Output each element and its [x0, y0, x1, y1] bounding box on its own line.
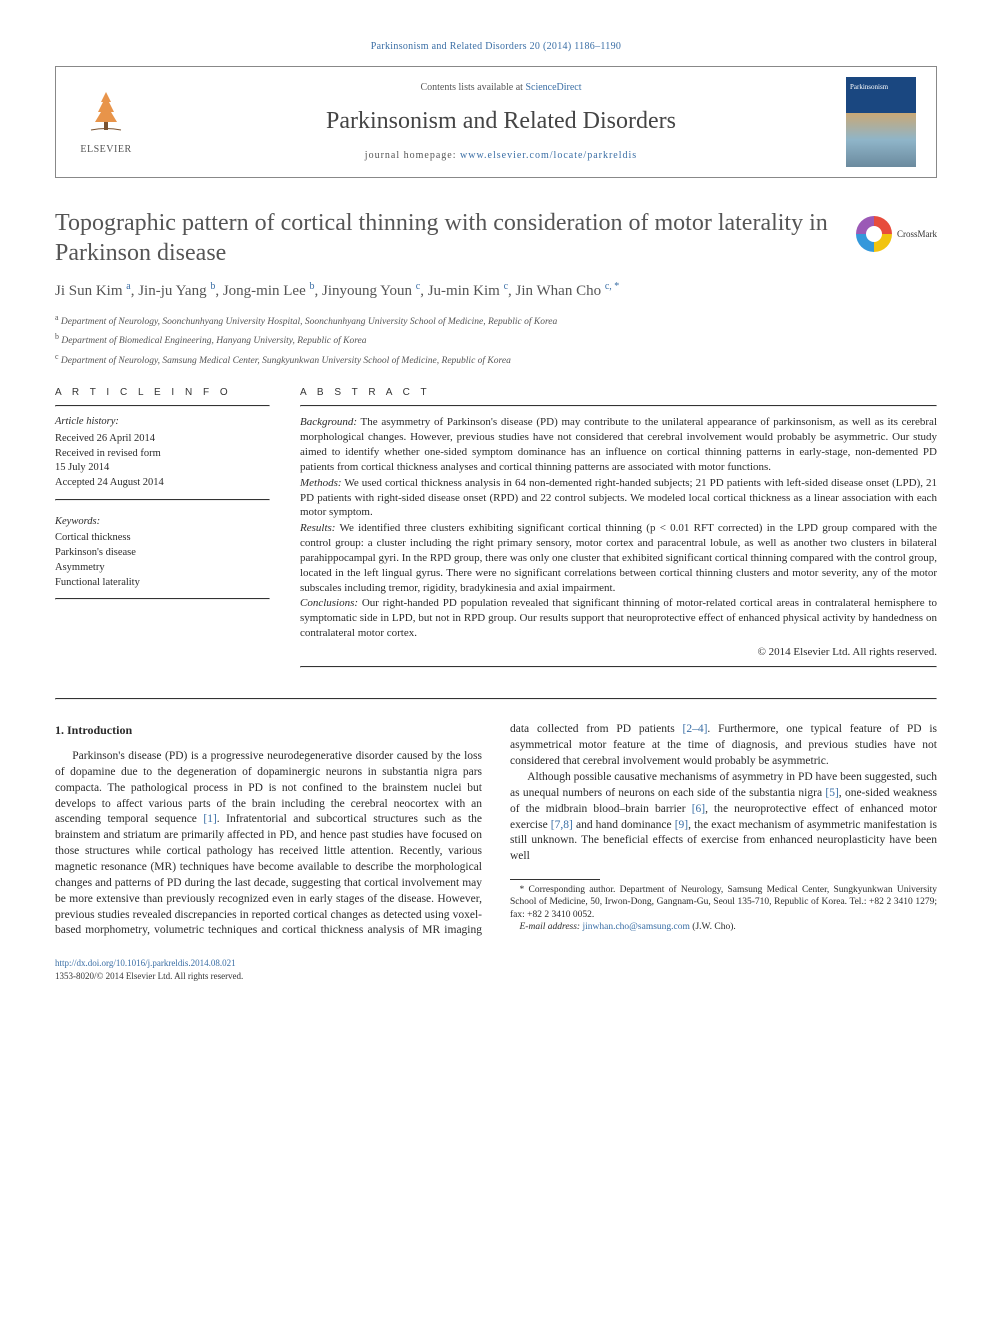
section-heading-intro: 1. Introduction	[55, 722, 482, 739]
keyword-item: Asymmetry	[55, 561, 270, 576]
keyword-item: Cortical thickness	[55, 531, 270, 546]
affiliation-item: a Department of Neurology, Soonchunhyang…	[55, 312, 937, 329]
keywords-label: Keywords:	[55, 515, 270, 530]
crossmark-badge[interactable]: CrossMark	[856, 216, 937, 252]
ref-link-2-4[interactable]: [2–4]	[682, 723, 707, 735]
abstract-label: A B S T R A C T	[300, 386, 937, 400]
publisher-logo: ELSEVIER	[56, 87, 156, 158]
history-item: Received in revised form	[55, 447, 270, 462]
keyword-item: Functional laterality	[55, 576, 270, 591]
intro-paragraph-2: Although possible causative mechanisms o…	[510, 770, 937, 865]
abstract: A B S T R A C T Background: The asymmetr…	[300, 386, 937, 676]
contents-line: Contents lists available at ScienceDirec…	[156, 81, 846, 95]
abstract-paragraph: Results: We identified three clusters ex…	[300, 521, 937, 595]
abstract-paragraph: Conclusions: Our right-handed PD populat…	[300, 596, 937, 641]
ref-link-9[interactable]: [9]	[675, 819, 688, 831]
footer-block: http://dx.doi.org/10.1016/j.parkreldis.2…	[55, 957, 937, 982]
top-citation: Parkinsonism and Related Disorders 20 (2…	[55, 40, 937, 54]
abstract-paragraph: Background: The asymmetry of Parkinson's…	[300, 415, 937, 474]
copyright-line: © 2014 Elsevier Ltd. All rights reserved…	[300, 645, 937, 660]
article-info-label: A R T I C L E I N F O	[55, 386, 270, 400]
article-info-sidebar: A R T I C L E I N F O Article history: R…	[55, 386, 270, 676]
homepage-line: journal homepage: www.elsevier.com/locat…	[156, 149, 846, 163]
affiliation-item: b Department of Biomedical Engineering, …	[55, 331, 937, 348]
ref-link-1[interactable]: [1]	[203, 813, 216, 825]
email-footnote: E-mail address: jinwhan.cho@samsung.com …	[510, 921, 937, 933]
journal-cover-thumb	[846, 77, 926, 167]
ref-link-5[interactable]: [5]	[825, 787, 838, 799]
crossmark-icon	[856, 216, 892, 252]
ref-link-7-8[interactable]: [7,8]	[551, 819, 573, 831]
homepage-link[interactable]: www.elsevier.com/locate/parkreldis	[460, 150, 637, 161]
history-item: 15 July 2014	[55, 461, 270, 476]
issn-copyright: 1353-8020/© 2014 Elsevier Ltd. All right…	[55, 971, 243, 981]
sciencedirect-link[interactable]: ScienceDirect	[525, 82, 581, 93]
keyword-item: Parkinson's disease	[55, 546, 270, 561]
history-item: Accepted 24 August 2014	[55, 476, 270, 491]
journal-title: Parkinsonism and Related Disorders	[156, 105, 846, 139]
author-list: Ji Sun Kim a, Jin-ju Yang b, Jong-min Le…	[55, 280, 937, 302]
affiliations: a Department of Neurology, Soonchunhyang…	[55, 312, 937, 368]
abstract-paragraph: Methods: We used cortical thickness anal…	[300, 476, 937, 521]
history-item: Received 26 April 2014	[55, 432, 270, 447]
author-email-link[interactable]: jinwhan.cho@samsung.com	[582, 922, 689, 932]
journal-header: ELSEVIER Contents lists available at Sci…	[55, 66, 937, 178]
article-title: Topographic pattern of cortical thinning…	[55, 208, 836, 268]
doi-link[interactable]: http://dx.doi.org/10.1016/j.parkreldis.2…	[55, 958, 236, 968]
elsevier-tree-icon	[81, 87, 131, 137]
publisher-name: ELSEVIER	[66, 143, 146, 157]
corresponding-author-footnote: * Corresponding author. Department of Ne…	[510, 884, 937, 921]
history-label: Article history:	[55, 415, 270, 430]
affiliation-item: c Department of Neurology, Samsung Medic…	[55, 351, 937, 368]
body-text: 1. Introduction Parkinson's disease (PD)…	[55, 722, 937, 939]
ref-link-6[interactable]: [6]	[692, 803, 705, 815]
